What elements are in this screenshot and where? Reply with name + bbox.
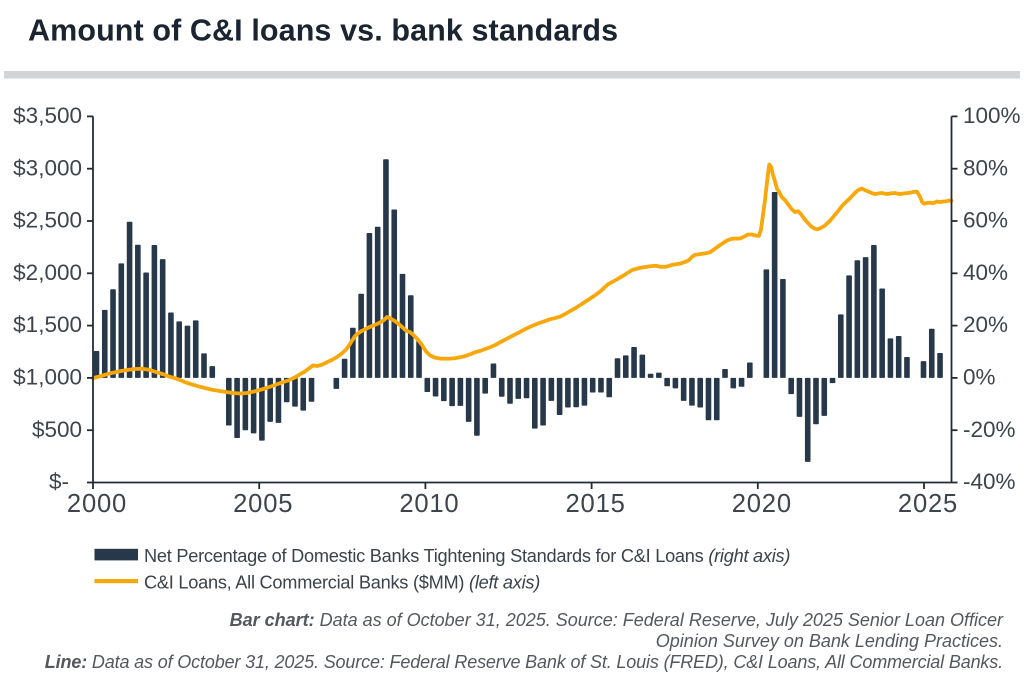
svg-text:$1,000: $1,000 bbox=[13, 365, 82, 390]
svg-text:-40%: -40% bbox=[963, 469, 1016, 494]
svg-text:60%: 60% bbox=[963, 208, 1008, 233]
svg-text:$2,000: $2,000 bbox=[13, 260, 82, 285]
svg-text:C&I Loans, All Commercial Bank: C&I Loans, All Commercial Banks ($MM) (l… bbox=[144, 573, 540, 593]
svg-text:$-: $- bbox=[49, 469, 69, 494]
svg-text:100%: 100% bbox=[963, 103, 1021, 128]
svg-text:2000: 2000 bbox=[67, 490, 127, 518]
svg-text:80%: 80% bbox=[963, 155, 1008, 180]
svg-text:$1,500: $1,500 bbox=[13, 312, 82, 337]
svg-text:40%: 40% bbox=[963, 260, 1008, 285]
svg-text:$3,500: $3,500 bbox=[13, 103, 82, 128]
svg-text:Amount of C&I loans vs. bank s: Amount of C&I loans vs. bank standards bbox=[28, 14, 618, 48]
svg-text:2010: 2010 bbox=[399, 490, 459, 518]
svg-text:0%: 0% bbox=[963, 365, 996, 390]
svg-text:Line: Data as of October 31, 2: Line: Data as of October 31, 2025. Sourc… bbox=[45, 652, 1003, 672]
svg-text:$500: $500 bbox=[32, 417, 82, 442]
svg-text:2025: 2025 bbox=[898, 490, 958, 518]
svg-text:Opinion Survey on Bank Lending: Opinion Survey on Bank Lending Practices… bbox=[656, 631, 1003, 651]
svg-text:$3,000: $3,000 bbox=[13, 155, 82, 180]
svg-text:2020: 2020 bbox=[732, 490, 792, 518]
svg-text:Bar chart: Data as of October: Bar chart: Data as of October 31, 2025. … bbox=[230, 610, 1004, 630]
svg-text:2005: 2005 bbox=[233, 490, 293, 518]
svg-text:20%: 20% bbox=[963, 312, 1008, 337]
svg-text:$2,500: $2,500 bbox=[13, 208, 82, 233]
svg-text:2015: 2015 bbox=[566, 490, 626, 518]
svg-text:Net Percentage of Domestic Ban: Net Percentage of Domestic Banks Tighten… bbox=[144, 546, 790, 566]
svg-text:-20%: -20% bbox=[963, 417, 1016, 442]
